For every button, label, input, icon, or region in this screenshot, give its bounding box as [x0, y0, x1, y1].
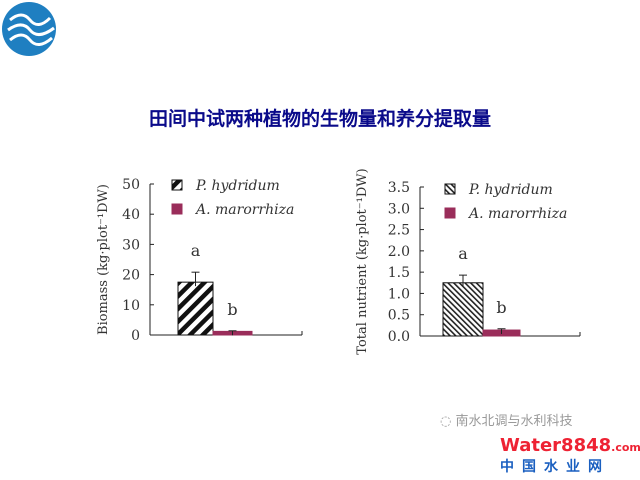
legend-swatch: [444, 207, 456, 219]
y-tick-label: 0.5: [388, 308, 410, 324]
slide-title: 田间中试两种植物的生物量和养分提取量: [148, 108, 491, 130]
bar-p-hydridum: [177, 281, 214, 336]
y-axis-label: Total nutrient (kg·plot⁻¹DW): [355, 168, 370, 354]
legend-swatch: [444, 183, 456, 195]
legend-label: A. marorrhiza: [194, 202, 294, 218]
legend-label: P. hydridum: [195, 178, 280, 194]
y-tick-label: 40: [122, 207, 140, 223]
watermark-brand-logo: Water8848.com 中国水业网: [500, 436, 640, 476]
y-tick-label: 30: [122, 237, 140, 253]
watermark-account: ◌ 南水北调与水利科技: [440, 414, 573, 429]
bar-p-hydridum: [442, 282, 484, 337]
significance-label: a: [191, 241, 201, 260]
brand-cn: 中国水业网: [500, 459, 610, 475]
y-tick-label: 1.0: [388, 286, 410, 302]
y-tick-label: 1.5: [388, 265, 410, 281]
y-tick-label: 20: [122, 268, 140, 284]
y-tick-label: 2.0: [388, 244, 410, 260]
significance-label: b: [496, 298, 506, 317]
legend-label: P. hydridum: [468, 182, 553, 198]
watermark-account-text: 南水北调与水利科技: [455, 414, 573, 429]
legend-swatch: [171, 179, 183, 191]
y-tick-label: 0: [131, 328, 140, 344]
y-tick-label: 2.5: [388, 223, 410, 239]
y-tick-label: 3.0: [388, 201, 410, 217]
legend-label: A. marorrhiza: [467, 206, 567, 222]
legend-swatch: [171, 203, 183, 215]
y-tick-label: 0.0: [388, 329, 410, 345]
brand-text: Water8848: [500, 435, 612, 456]
y-tick-label: 10: [122, 298, 140, 314]
significance-label: b: [227, 300, 237, 319]
y-tick-label: 50: [122, 177, 140, 193]
significance-label: a: [458, 244, 468, 263]
y-axis-label: Biomass (kg·plot⁻¹DW): [96, 184, 111, 335]
brand-suffix: .com: [611, 441, 640, 454]
logo: [2, 2, 56, 56]
y-tick-label: 3.5: [388, 180, 410, 196]
